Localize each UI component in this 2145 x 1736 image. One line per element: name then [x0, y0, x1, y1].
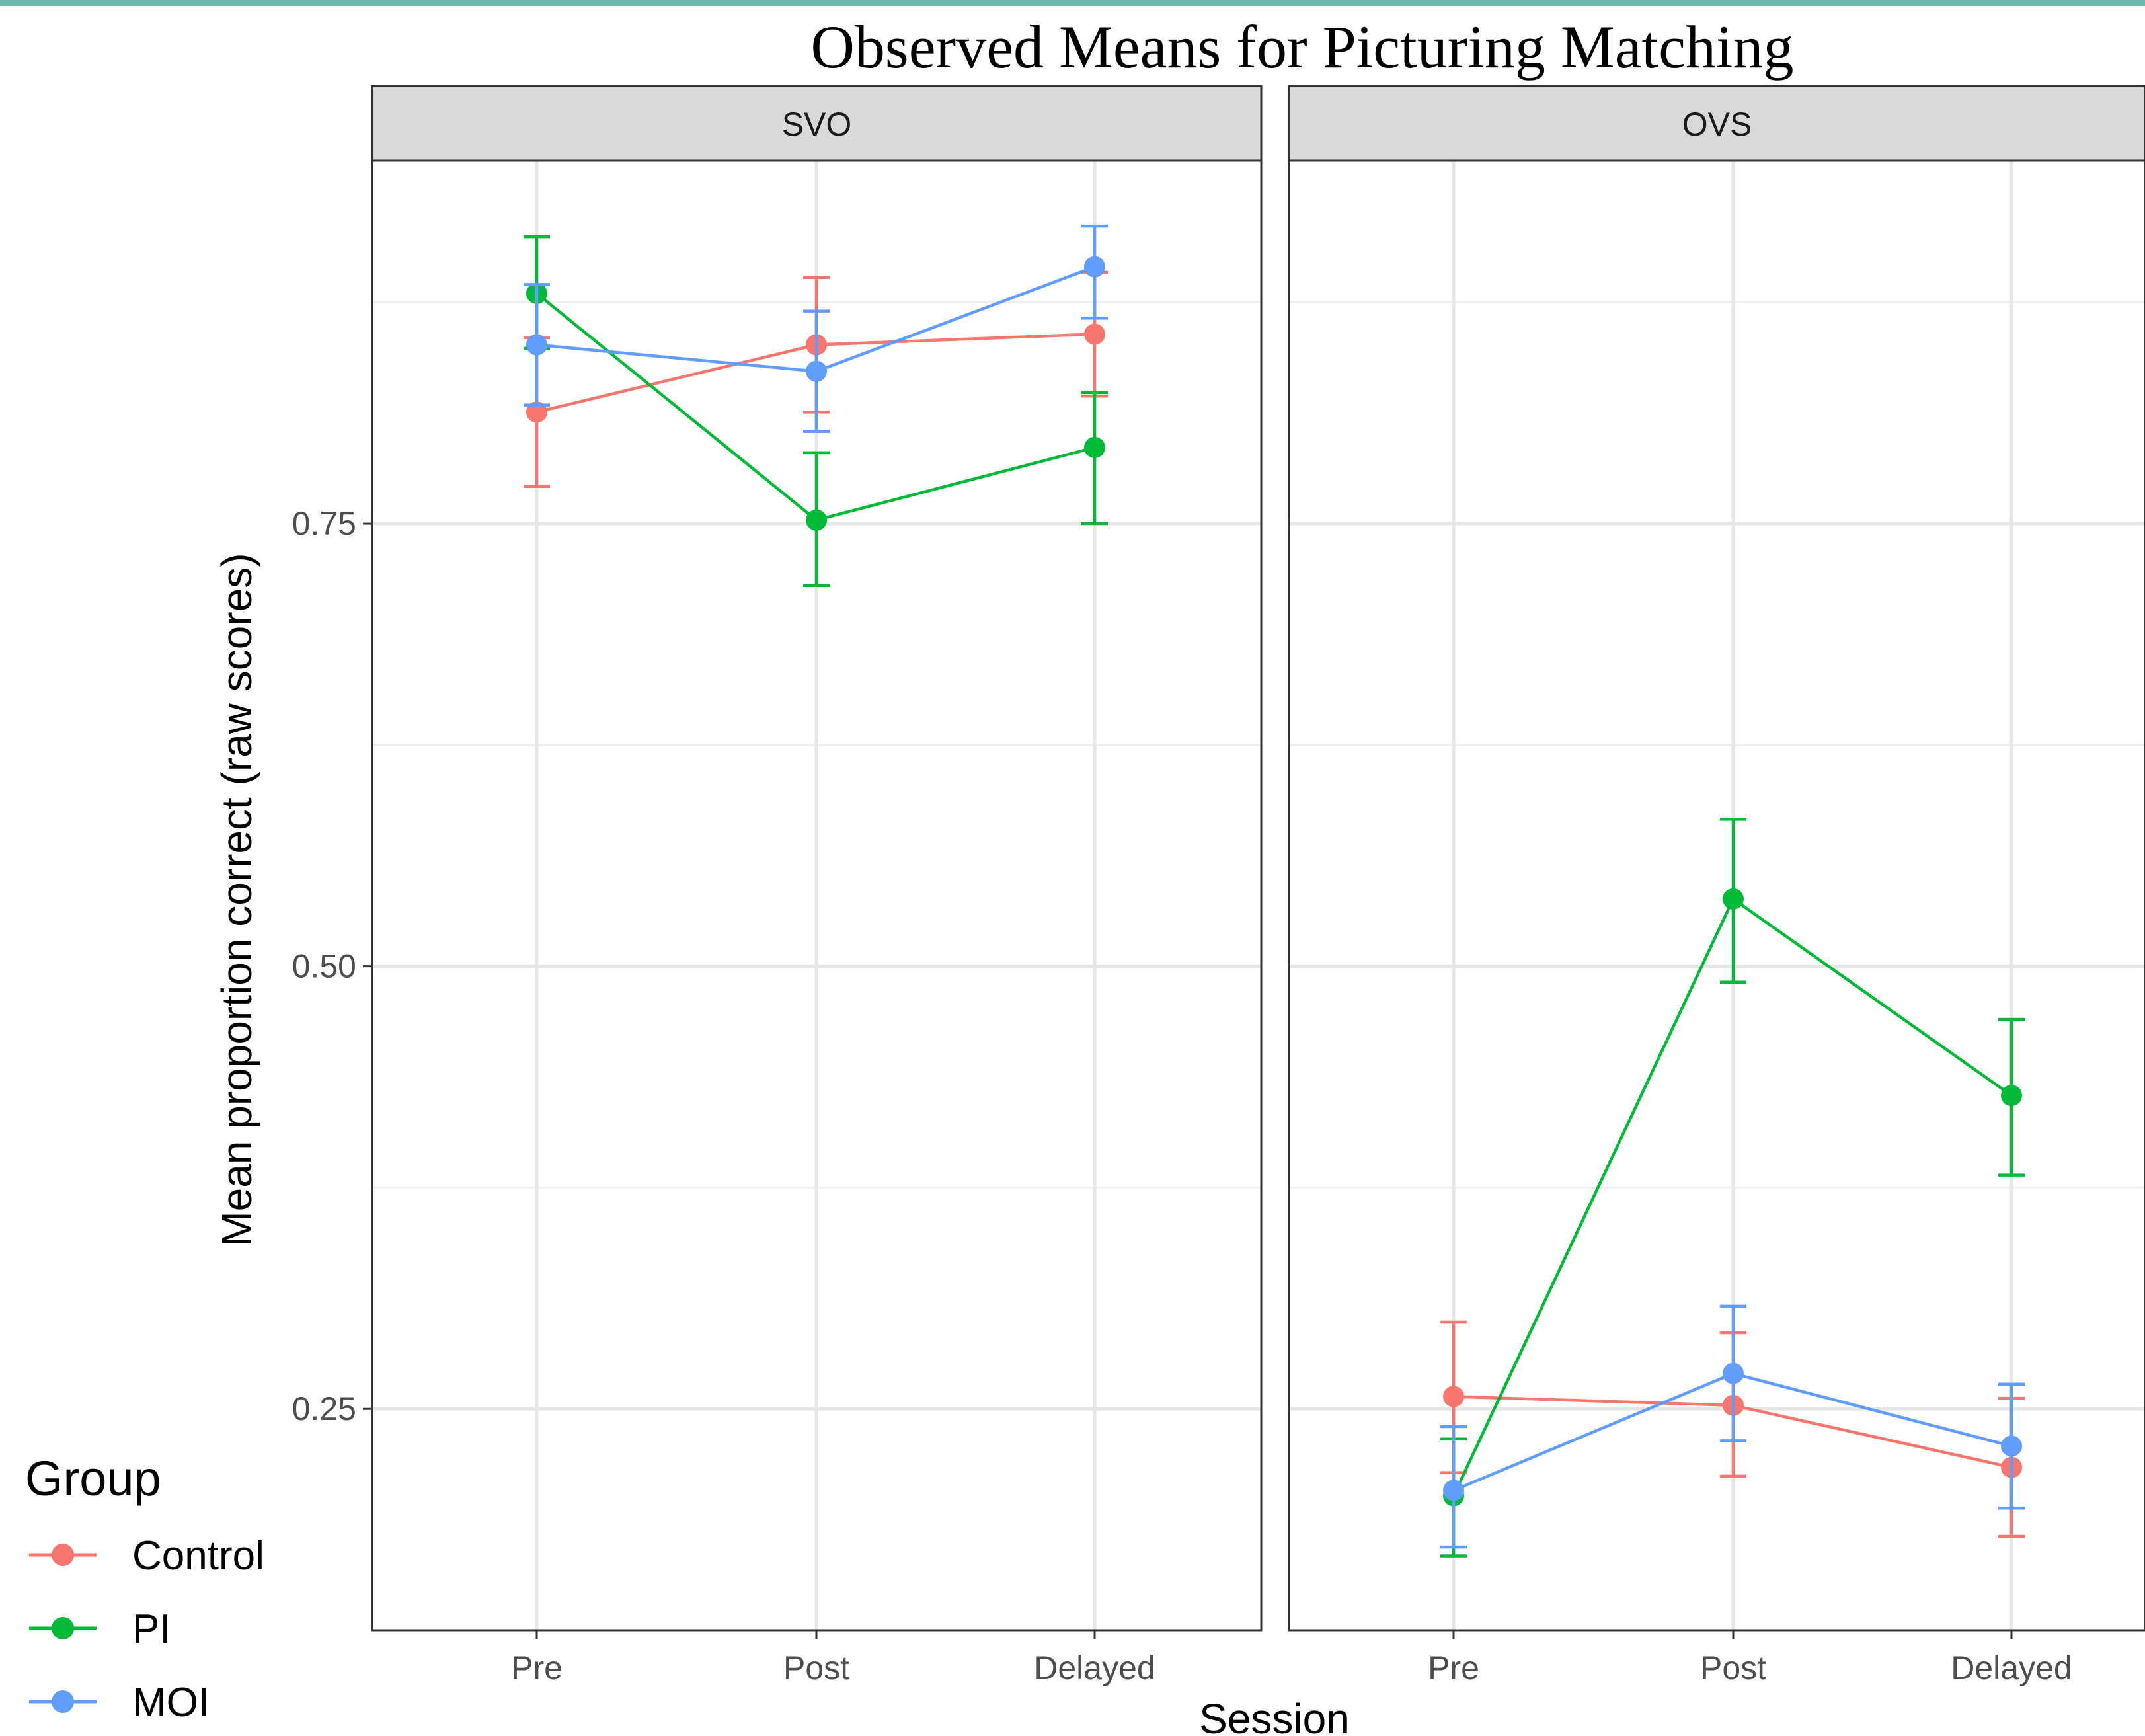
panel-ovs: OVS: [1288, 85, 2145, 1632]
strip-label-ovs: OVS: [1682, 106, 1752, 143]
legend-key-point: [52, 1544, 74, 1566]
point-svo-moi-post: [806, 360, 827, 382]
y-axis-title: Mean proportion correct (raw scores): [213, 553, 260, 1246]
y-tick-label: 0.25: [292, 1390, 356, 1427]
panel-svo: SVO: [371, 85, 1263, 1632]
point-ovs-moi-delayed: [2001, 1435, 2022, 1457]
series-svo-moi: [524, 224, 1108, 434]
point-svo-control-pre: [526, 401, 547, 423]
x-tick-label-ovs-pre: Pre: [1428, 1649, 1479, 1686]
legend-label-pi: PI: [132, 1606, 171, 1652]
x-tick-label-ovs-post: Post: [1700, 1649, 1766, 1686]
legend-label-control: Control: [132, 1533, 264, 1579]
point-svo-moi-pre: [526, 334, 547, 356]
point-ovs-pi-post: [1723, 888, 1744, 910]
point-ovs-moi-pre: [1443, 1480, 1464, 1501]
strip-ovs: [1288, 85, 2145, 162]
legend-item-moi: MOI: [29, 1680, 210, 1725]
point-svo-moi-delayed: [1084, 256, 1105, 278]
point-ovs-moi-post: [1723, 1362, 1744, 1384]
legend-title: Group: [25, 1451, 161, 1506]
point-svo-pi-post: [806, 509, 827, 531]
legend-item-pi: PI: [29, 1606, 171, 1652]
point-ovs-pi-delayed: [2001, 1085, 2022, 1107]
point-ovs-control-pre: [1443, 1386, 1464, 1407]
x-tick-label-svo-delayed: Delayed: [1034, 1649, 1155, 1686]
point-svo-control-delayed: [1084, 323, 1105, 345]
legend: Group Control PI MOI: [20, 1441, 297, 1736]
point-svo-pi-delayed: [1084, 436, 1105, 458]
error-bar-svo-pi-delayed: [1081, 391, 1108, 526]
y-tick-label: 0.75: [292, 505, 356, 542]
legend-key-point: [52, 1617, 74, 1639]
series-ovs-moi: [1440, 1304, 2025, 1549]
facet-panels: SVO OVS: [371, 85, 2145, 1632]
chart-title: Observed Means for Picturing Matching: [810, 13, 1793, 81]
x-axis-title: Session: [1199, 1695, 1350, 1736]
legend-item-control: Control: [29, 1533, 264, 1579]
x-axis: Pre Post Delayed Pre Post Delayed: [511, 1630, 2072, 1686]
legend-key-point: [52, 1690, 74, 1713]
legend-items: Control PI MOI: [29, 1533, 264, 1725]
legend-label-moi: MOI: [132, 1680, 210, 1725]
legend-background: [20, 1441, 297, 1736]
top-accent-line: [0, 0, 2145, 6]
panel-border-ovs: [1288, 159, 2145, 1632]
x-tick-label-ovs-delayed: Delayed: [1951, 1649, 2072, 1686]
y-tick-label: 0.50: [292, 948, 356, 985]
x-tick-label-svo-post: Post: [783, 1649, 849, 1686]
strip-label-svo: SVO: [782, 106, 852, 143]
x-tick-label-svo-pre: Pre: [511, 1649, 563, 1686]
y-axis: 0.25 0.50 0.75: [292, 505, 372, 1427]
